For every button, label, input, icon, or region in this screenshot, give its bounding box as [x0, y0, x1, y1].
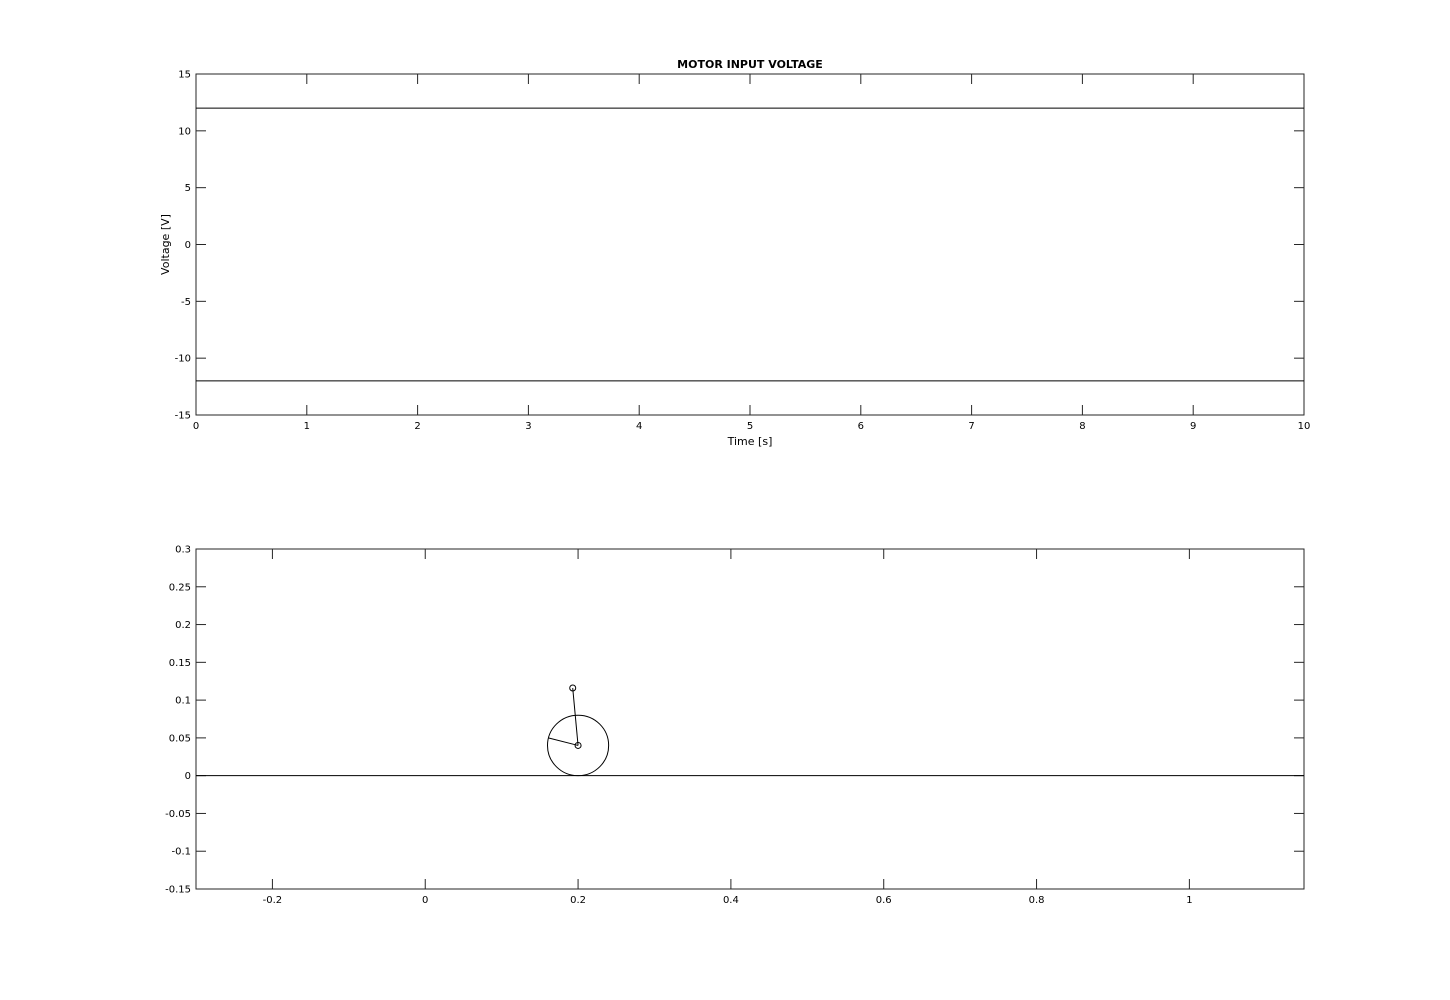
animation-y-tick-label: 0.1: [175, 696, 191, 707]
animation-y-tick-label: 0.05: [169, 733, 191, 744]
voltage-x-tick-label: 3: [525, 421, 531, 432]
animation-y-tick-label: -0.05: [165, 809, 191, 820]
animation-x-tick-label: 0.6: [876, 895, 892, 906]
voltage-x-tick-label: 9: [1190, 421, 1196, 432]
animation-y-tick-label: -0.1: [171, 847, 191, 858]
wheel-circle: [547, 714, 610, 777]
voltage-y-tick-label: -15: [175, 411, 191, 422]
voltage-axes: 0 1 2 3 4 5 6 7 8 9 10 -15 -10 -5 0 5 10 15 MOTOR INPUT VO…: [159, 58, 1310, 448]
animation-y-tick-label: 0: [185, 771, 191, 782]
voltage-x-tick-label: 10: [1298, 421, 1311, 432]
animation-x-tick-label: 0.4: [723, 895, 739, 906]
voltage-plot-frame: [195, 73, 1305, 416]
voltage-y-tick-label: -10: [175, 354, 191, 365]
animation-x-tick-label: -0.2: [263, 895, 283, 906]
animation-x-tick-label: 0: [422, 895, 428, 906]
voltage-y-tick-label: 5: [185, 183, 191, 194]
voltage-x-tick-label: 8: [1079, 421, 1085, 432]
animation-marker-1: [569, 684, 577, 692]
voltage-x-axis-label: Time [s]: [727, 435, 773, 448]
voltage-y-tick-label: 10: [178, 126, 191, 137]
animation-y-tick-label: 0.15: [169, 658, 191, 669]
animation-series-line-1: [572, 687, 579, 746]
voltage-x-tick-label: 7: [968, 421, 974, 432]
animation-axes: -0.2 0 0.2 0.4 0.6 0.8 1 -0.15 -0.1 -0.05 0 0.05 0.1…: [165, 545, 1305, 906]
voltage-x-tick-label: 0: [193, 421, 199, 432]
animation-x-tick-label: 1: [1186, 895, 1192, 906]
voltage-y-tick-label: 15: [178, 70, 191, 81]
voltage-x-tick-label: 4: [636, 421, 642, 432]
voltage-x-tick-label: 2: [414, 421, 420, 432]
animation-y-tick-label: 0.25: [169, 582, 191, 593]
voltage-chart-title: MOTOR INPUT VOLTAGE: [677, 58, 823, 71]
voltage-y-axis-label: Voltage [V]: [159, 214, 172, 275]
animation-marker-0: [574, 741, 582, 749]
voltage-y-tick-label: -5: [181, 297, 191, 308]
animation-y-tick-label: 0.3: [175, 545, 191, 556]
animation-x-tick-label: 0.8: [1029, 895, 1045, 906]
animation-series-line-2: [548, 737, 579, 746]
voltage-y-tick-label: 0: [185, 240, 191, 251]
voltage-x-tick-label: 1: [304, 421, 310, 432]
voltage-x-tick-label: 5: [747, 421, 753, 432]
animation-x-tick-label: 0.2: [570, 895, 586, 906]
animation-plot-frame: [195, 548, 1305, 890]
animation-y-tick-label: 0.2: [175, 620, 191, 631]
voltage-x-tick-label: 6: [858, 421, 864, 432]
animation-y-tick-label: -0.15: [165, 885, 191, 896]
